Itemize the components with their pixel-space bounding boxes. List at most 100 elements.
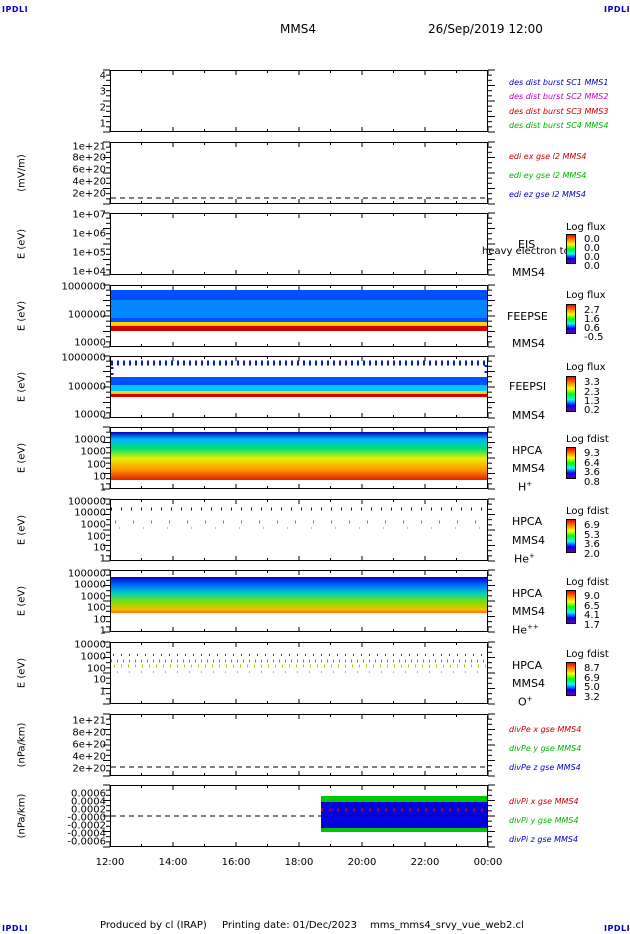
hpca-h-ytick: 1000 <box>80 446 106 458</box>
hpca-he-colorbar-title: Log fdist <box>566 506 609 517</box>
feepsi-spacecraft: MMS4 <box>512 409 545 422</box>
hpca-h-colorbar-value: 3.6 <box>584 467 600 478</box>
feepsi-ytick: 1000000 <box>61 352 106 364</box>
hpca-hepp-spectrum <box>111 577 487 613</box>
corner-label-bottom-left: IPDLI <box>2 924 29 933</box>
divpi-ytick: 0.0002 <box>71 804 106 816</box>
feepse-spectrum-midband <box>111 300 487 318</box>
feepsi-spectrum-edge <box>111 391 487 394</box>
corner-label-top-right: IPDLI <box>604 5 630 14</box>
x-tick-label: 16:00 <box>221 857 251 868</box>
legend-edi-y: edi ey gse l2 MMS4 <box>509 171 587 180</box>
legend-des-sc2: des dist burst SC2 MMS2 <box>509 92 609 101</box>
eis-ytick: 1e+06 <box>72 228 106 240</box>
x-tick-label: 12:00 <box>95 857 125 868</box>
divpi-ytick: 0.0006 <box>71 788 106 800</box>
hpca-hepp-colorbar-title: Log fdist <box>566 577 609 588</box>
feepse-colorbar <box>566 304 576 334</box>
divpe-ytick: 8e+20 <box>72 727 106 739</box>
feepsi-ytick: 10000 <box>74 409 106 421</box>
legend-divpe-x: divPe x gse MMS4 <box>509 725 582 734</box>
feepsi-ytick: 100000 <box>67 381 106 393</box>
hpca-he-ytick: 10000 <box>74 507 106 519</box>
panel-feepsi <box>110 356 488 418</box>
hpca-he-colorbar-value: 6.9 <box>584 520 600 531</box>
legend-divpe-y: divPe y gse MMS4 <box>509 744 582 753</box>
feepse-plot-area <box>111 290 487 331</box>
eis-ytick: 1e+04 <box>72 266 106 278</box>
hpca-hepp-ytick: 100 <box>86 602 106 614</box>
hpca-h-plot-area <box>111 432 487 480</box>
panel-edi <box>110 142 488 204</box>
hpca-hepp-colorbar-value: 6.5 <box>584 601 600 612</box>
hpca-hepp-colorbar <box>566 590 576 624</box>
divpi-ytick: -0.0006 <box>67 836 106 848</box>
footer-script-name: mms_mms4_srvy_vue_web2.cl <box>370 920 524 931</box>
hpca-h-colorbar-value: 9.3 <box>584 448 600 459</box>
divpi-plot-area <box>111 796 487 832</box>
hpca-o-ytick: 100 <box>86 663 106 675</box>
eis-extra-label: heavy electron to <box>482 246 570 257</box>
feepse-ytick: 100000 <box>67 309 106 321</box>
feepse-colorbar-value: 0.6 <box>584 323 600 334</box>
feepsi-instrument: FEEPSI <box>509 380 547 393</box>
feepse-colorbar-value: 2.7 <box>584 305 600 316</box>
hpca-o-colorbar-value: 5.0 <box>584 682 600 693</box>
hpca-hepp-spacecraft: MMS4 <box>512 605 545 618</box>
hpca-hepp-colorbar-value: 1.7 <box>584 620 600 631</box>
hpca-o-colorbar <box>566 662 576 696</box>
panel-feepse <box>110 285 488 347</box>
hpca-h-colorbar-value: 6.4 <box>584 458 600 469</box>
panel-hpca-h <box>110 427 488 489</box>
eis-ytick: 1e+07 <box>72 209 106 221</box>
legend-divpe-z: divPe z gse MMS4 <box>509 763 581 772</box>
feepse-spectrum-peak <box>111 326 487 331</box>
feepse-ytick: 1000000 <box>61 281 106 293</box>
feepsi-colorbar <box>566 376 576 412</box>
hpca-he-spacecraft: MMS4 <box>512 534 545 547</box>
hpca-h-colorbar <box>566 447 576 479</box>
hpca-hepp-ytick: 1 <box>99 625 106 637</box>
hpca-o-ytick: 10000 <box>74 639 106 651</box>
feepse-colorbar-value: 1.6 <box>584 314 600 325</box>
hpca-hepp-colorbar-value: 9.0 <box>584 591 600 602</box>
hpca-he-ytick: 1000 <box>80 519 106 531</box>
hpca-hepp-instrument: HPCA <box>512 587 543 600</box>
feepse-instrument: FEEPSE <box>507 310 548 323</box>
feepse-spectrum-edge <box>111 322 487 326</box>
feepsi-colorbar-value: 3.3 <box>584 377 600 388</box>
feepse-spacecraft: MMS4 <box>512 337 545 350</box>
edi-ytick: 1e+21 <box>72 141 106 153</box>
hpca-hepp-plot-area <box>111 577 487 613</box>
hpca-h-colorbar-value: 0.8 <box>584 477 600 488</box>
des-ytick: 4 <box>99 70 106 82</box>
hpca-o-instrument: HPCA <box>512 659 543 672</box>
eis-colorbar-value: 0.0 <box>584 243 600 254</box>
des-ytick: 2 <box>99 102 106 114</box>
hpca-h-instrument: HPCA <box>512 444 543 457</box>
divpe-ytick: 6e+20 <box>72 739 106 751</box>
hpca-he-colorbar-value: 3.6 <box>584 539 600 550</box>
panel-hpca-o <box>110 642 488 704</box>
hpca-h-ytick: 1 <box>99 482 106 494</box>
divpe-ytick: 1e+21 <box>72 715 106 727</box>
eis-spacecraft: MMS4 <box>512 266 545 279</box>
edi-ytick: 4e+20 <box>72 176 106 188</box>
hpca-hepp-ytick: 1000 <box>80 591 106 603</box>
edi-ytick: 2e+20 <box>72 188 106 200</box>
hpca-o-colorbar-title: Log fdist <box>566 649 609 660</box>
hpca-o-ytick: 1 <box>99 686 106 698</box>
feepsi-colorbar-value: 2.3 <box>584 387 600 398</box>
footer-printing-date: Printing date: 01/Dec/2023 <box>222 920 358 931</box>
hpca-o-species: O+ <box>518 695 533 709</box>
feepse-ytick: 10000 <box>74 337 106 349</box>
hpca-he-ytick: 100000 <box>67 496 106 508</box>
eis-colorbar <box>566 234 576 264</box>
panel-hpca-he <box>110 499 488 561</box>
feepsi-colorbar-value: 0.2 <box>584 405 600 416</box>
des-ytick: 1 <box>99 118 106 130</box>
edi-ytick: 6e+20 <box>72 164 106 176</box>
hpca-hepp-colorbar-value: 4.1 <box>584 610 600 621</box>
legend-edi-x: edi ex gse l2 MMS4 <box>509 152 587 161</box>
hpca-h-spacecraft: MMS4 <box>512 462 545 475</box>
